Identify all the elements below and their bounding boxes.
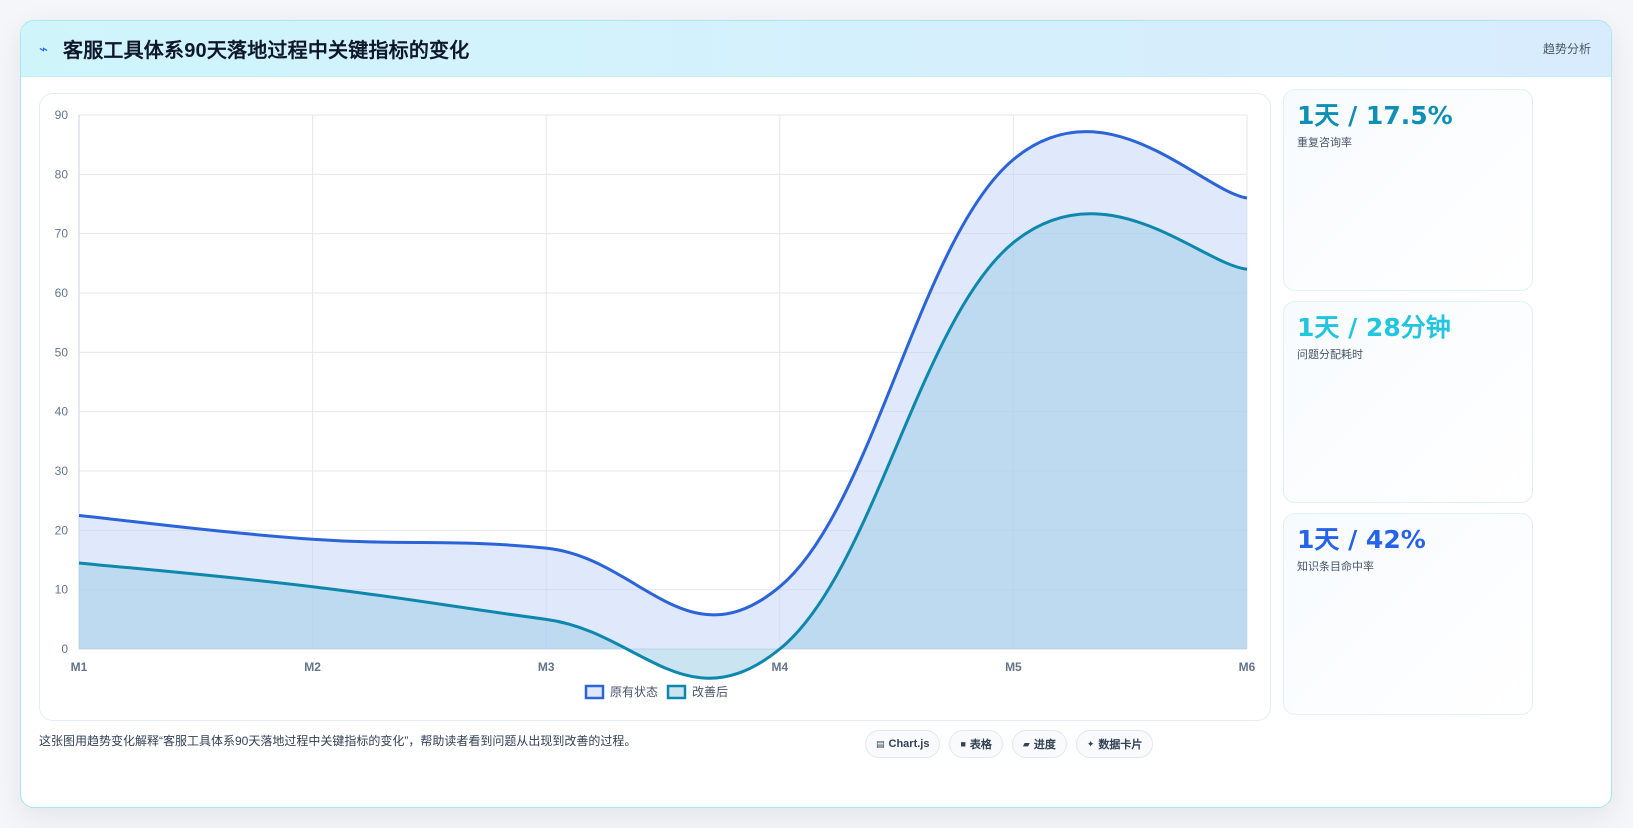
chip-label: 数据卡片 xyxy=(1098,739,1143,751)
stat-card-1: 1天 / 17.5% 重复咨询率 xyxy=(1283,89,1533,291)
progress-icon: ▰ xyxy=(1022,738,1030,749)
chart-panel: 0 10 20 30 40 50 60 70 80 90 M1 M2 M3 M4 M5 M6 原有状态 改善后 xyxy=(39,93,1271,721)
area-chart: 0 10 20 30 40 50 60 70 80 90 M1 M2 M3 M4 M5 M6 原有状态 改善后 xyxy=(55,108,1256,700)
chip-label: Chart.js xyxy=(888,738,930,750)
stat-value: 1天 / 42% xyxy=(1297,525,1426,554)
y-tick-label: 40 xyxy=(55,405,69,419)
x-tick-label: M5 xyxy=(1005,660,1022,674)
table-icon: ■ xyxy=(960,739,966,749)
chip-progress[interactable]: ▰ 进度 xyxy=(1011,730,1067,758)
x-tick-label: M4 xyxy=(771,660,788,674)
stat-label: 重复咨询率 xyxy=(1297,137,1352,149)
page-title: 客服工具体系90天落地过程中关键指标的变化 xyxy=(63,40,470,62)
y-tick-label: 30 xyxy=(55,464,69,478)
y-tick-label: 0 xyxy=(61,642,68,656)
chart-icon: ▤ xyxy=(876,738,885,749)
y-tick-label: 60 xyxy=(55,286,69,300)
title-group: ⌁ 客服工具体系90天落地过程中关键指标的变化 xyxy=(39,34,469,63)
stat-value: 1天 / 17.5% xyxy=(1297,101,1453,130)
chip-label: 进度 xyxy=(1033,739,1056,751)
chip-table[interactable]: ■ 表格 xyxy=(949,730,1003,758)
chip-chartjs[interactable]: ▤ Chart.js xyxy=(865,730,941,758)
series-line-2 xyxy=(78,212,1248,680)
y-tick-label: 50 xyxy=(55,345,69,359)
chip-label: 表格 xyxy=(969,739,992,751)
stat-card-3: 1天 / 42% 知识条目命中率 xyxy=(1283,513,1533,715)
tag-chips: ▤ Chart.js ■ 表格 ▰ 进度 ✦ 数据卡片 xyxy=(865,730,1154,758)
legend-label: 改善后 xyxy=(692,684,728,699)
series-area-2 xyxy=(79,213,1247,679)
card-header: ⌁ 客服工具体系90天落地过程中关键指标的变化 趋势分析 xyxy=(21,21,1611,77)
sparkle-icon: ✦ xyxy=(1086,738,1095,749)
legend-swatch xyxy=(584,684,605,700)
y-tick-label: 90 xyxy=(55,108,69,122)
y-tick-label: 20 xyxy=(55,523,69,537)
x-tick-label: M3 xyxy=(538,660,555,674)
series-line-1 xyxy=(78,130,1248,617)
x-tick-label: M6 xyxy=(1239,660,1256,674)
stat-label: 问题分配耗时 xyxy=(1297,349,1363,361)
chip-data-card[interactable]: ✦ 数据卡片 xyxy=(1075,730,1154,758)
y-tick-label: 70 xyxy=(55,227,69,241)
chart-card: ⌁ 客服工具体系90天落地过程中关键指标的变化 趋势分析 0 10 20 30 40 50… xyxy=(20,20,1612,808)
legend-swatch xyxy=(666,684,687,700)
stat-value: 1天 / 28分钟 xyxy=(1297,313,1451,342)
legend-label: 原有状态 xyxy=(610,685,658,699)
x-tick-label: M2 xyxy=(304,660,321,674)
header-tag: 趋势分析 xyxy=(1542,42,1591,56)
lightning-icon: ⌁ xyxy=(39,40,49,58)
chart-description: 这张图用趋势变化解释“客服工具体系90天落地过程中关键指标的变化”，帮助读者看到… xyxy=(39,734,637,748)
y-tick-label: 80 xyxy=(55,167,69,181)
stat-label: 知识条目命中率 xyxy=(1297,561,1374,573)
stat-card-2: 1天 / 28分钟 问题分配耗时 xyxy=(1283,301,1533,503)
x-tick-label: M1 xyxy=(71,660,88,674)
y-tick-label: 10 xyxy=(55,583,69,597)
